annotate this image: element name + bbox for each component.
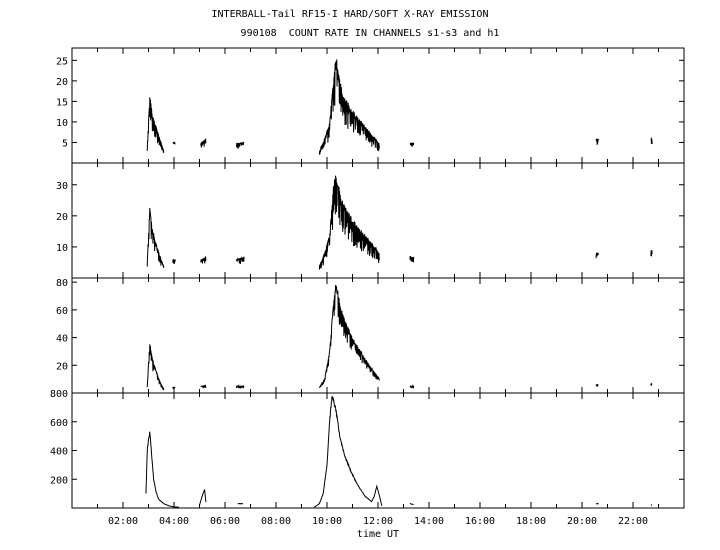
panel-2: 10 20 30 (56, 162, 685, 279)
series-segment (146, 344, 165, 391)
x-tick-labels: 02:00 04:00 06:00 08:00 10:00 12:00 14:00 16:00… (108, 516, 648, 527)
series-segment (318, 59, 380, 155)
series-segment (235, 141, 245, 149)
series-segment (650, 137, 653, 145)
series-segment (172, 141, 176, 145)
series-segment (235, 384, 245, 390)
series-segment (200, 138, 207, 148)
x-tick-label: 14:00 (414, 516, 444, 527)
series-segment (199, 489, 207, 506)
series-segment (318, 175, 380, 270)
series-segment (200, 384, 207, 389)
chart-title: INTERBALL-Tail RF15-I HARD/SOFT X-RAY EM… (211, 9, 489, 20)
x-tick-label: 16:00 (465, 516, 495, 527)
panel-1: 5 10 15 20 25 (56, 47, 685, 164)
panel-frame (71, 277, 685, 394)
series-segment (409, 142, 415, 147)
series-segment (595, 138, 600, 145)
series-segment (409, 255, 415, 263)
x-tick-label: 12:00 (363, 516, 393, 527)
panels-group: 5 10 15 20 25 10 20 30 20 40 60 80 200 400 600 800 02:00… (50, 47, 685, 527)
y-tick-label: 40 (56, 334, 68, 345)
x-tick-label: 02:00 (108, 516, 138, 527)
x-tick-label: 18:00 (516, 516, 546, 527)
series-segment (235, 256, 245, 264)
chart-subtitle: 990108 COUNT RATE IN CHANNELS s1-s3 and … (240, 28, 500, 39)
x-tick-label: 04:00 (159, 516, 189, 527)
series-segment (650, 250, 653, 257)
y-tick-label: 20 (56, 212, 68, 223)
x-tick-label: 08:00 (261, 516, 291, 527)
y-tick-label: 10 (56, 118, 68, 129)
y-tick-label: 600 (50, 418, 68, 429)
y-tick-label: 20 (56, 361, 68, 372)
series-segment (318, 285, 380, 388)
y-tick-label: 400 (50, 447, 68, 458)
x-tick-label: 22:00 (618, 516, 648, 527)
series-segment (145, 431, 180, 508)
y-tick-label: 25 (56, 56, 68, 67)
y-tick-label: 5 (62, 138, 68, 149)
series-segment (595, 252, 600, 259)
y-tick-label: 60 (56, 306, 68, 317)
panel-3: 20 40 60 80 (56, 277, 685, 394)
series-segment (172, 258, 176, 264)
series-segment (313, 396, 383, 508)
series-segment (409, 503, 414, 506)
series-segment (172, 385, 176, 389)
series-segment (146, 97, 165, 154)
series-segment (650, 383, 653, 386)
x-axis-label: time UT (357, 529, 399, 540)
series-segment (409, 384, 415, 390)
x-tick-label: 10:00 (312, 516, 342, 527)
y-tick-label: 10 (56, 243, 68, 254)
x-tick-label: 20:00 (567, 516, 597, 527)
panel-frame (71, 162, 685, 279)
y-tick-label: 20 (56, 77, 68, 88)
series-segment (146, 207, 165, 269)
y-tick-label: 800 (50, 389, 68, 400)
y-tick-label: 200 (50, 475, 68, 486)
series-segment (595, 383, 599, 387)
y-tick-label: 80 (56, 278, 68, 289)
y-tick-label: 15 (56, 97, 68, 108)
series-segment (200, 255, 207, 264)
x-tick-label: 06:00 (210, 516, 240, 527)
panel-4: 200 400 600 800 (50, 389, 685, 509)
y-tick-label: 30 (56, 181, 68, 192)
